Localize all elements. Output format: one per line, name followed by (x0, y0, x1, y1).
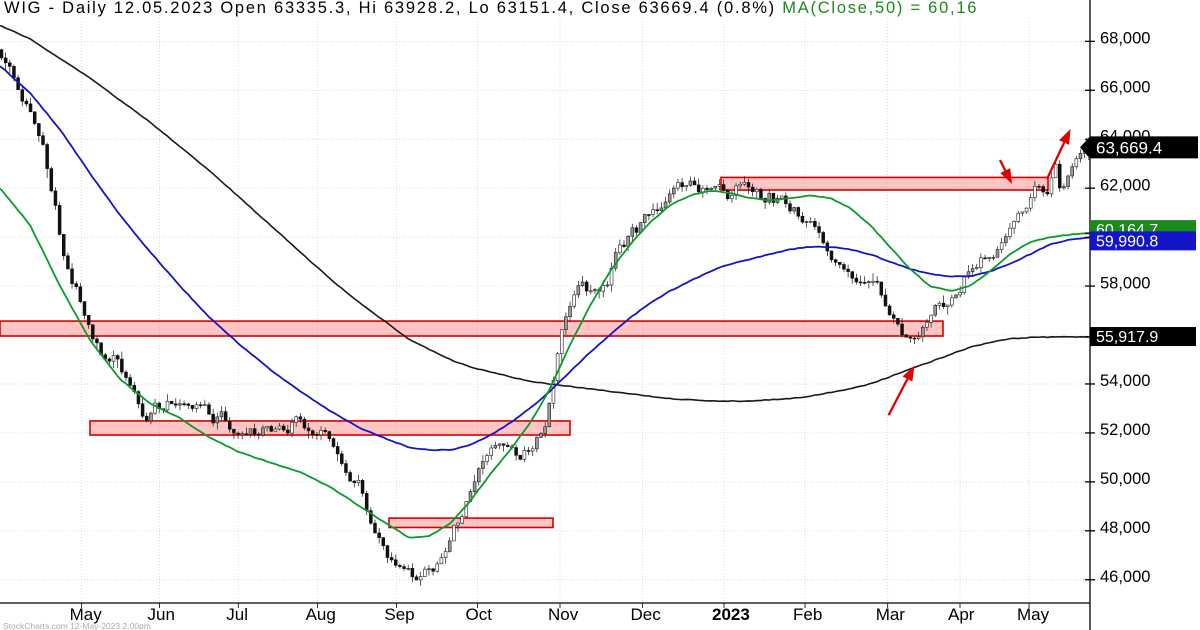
svg-text:63,669.4: 63,669.4 (1096, 138, 1162, 157)
svg-text:55,917.9: 55,917.9 (1096, 329, 1158, 346)
svg-text:2023: 2023 (712, 605, 750, 624)
svg-text:66,000: 66,000 (1100, 79, 1150, 97)
svg-text:68,000: 68,000 (1100, 30, 1150, 48)
svg-text:Dec: Dec (631, 605, 662, 624)
svg-text:62,000: 62,000 (1100, 176, 1150, 194)
svg-text:54,000: 54,000 (1100, 372, 1150, 390)
svg-text:Mar: Mar (876, 605, 906, 624)
svg-text:48,000: 48,000 (1100, 519, 1150, 537)
svg-text:Aug: Aug (306, 605, 336, 624)
svg-text:50,000: 50,000 (1100, 470, 1150, 488)
svg-text:59,990.8: 59,990.8 (1096, 233, 1158, 250)
svg-text:Feb: Feb (793, 605, 822, 624)
svg-text:46,000: 46,000 (1100, 568, 1150, 586)
svg-text:Jun: Jun (148, 605, 175, 624)
svg-text:StockCharts.com 12-May-2023: StockCharts.com 12-May-2023 2:00pm (3, 621, 151, 630)
svg-text:58,000: 58,000 (1100, 274, 1150, 292)
svg-text:Apr: Apr (948, 605, 975, 624)
svg-text:Oct: Oct (466, 605, 493, 624)
svg-text:WIG - Daily 12.05.2023 Open 63: WIG - Daily 12.05.2023 Open 63335.3, Hi … (4, 0, 978, 17)
svg-text:Nov: Nov (548, 605, 579, 624)
svg-text:May: May (1017, 605, 1050, 624)
svg-text:Jul: Jul (226, 605, 248, 624)
svg-text:52,000: 52,000 (1100, 421, 1150, 439)
svg-text:Sep: Sep (384, 605, 414, 624)
